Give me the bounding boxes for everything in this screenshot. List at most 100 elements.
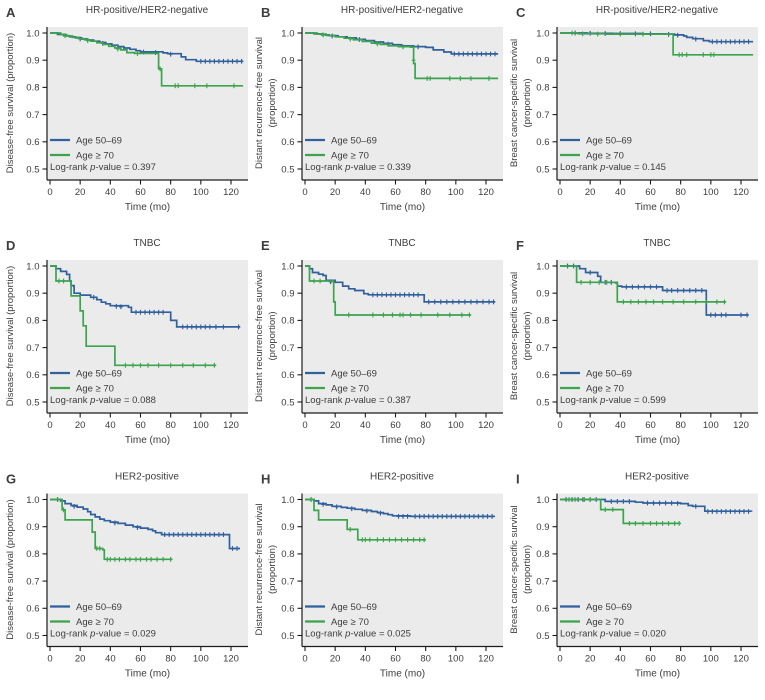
- plot-area: [557, 493, 758, 647]
- y-axis-label-line: Disease-free survival (proportion): [5, 499, 16, 639]
- survival-curve-age-50-69: [50, 498, 240, 550]
- y-tick-label: 1.0: [536, 28, 549, 39]
- km-plot-svg: F TNBC Breast cancer-specific survival (pro…: [510, 238, 758, 446]
- legend-label: Age 50–69: [76, 368, 122, 379]
- panel-title: HR-positive/HER2-negative: [341, 5, 464, 16]
- x-tick-label: 40: [360, 187, 371, 198]
- y-tick-label: 1.0: [281, 261, 294, 272]
- x-tick-label: 60: [645, 187, 656, 198]
- y-tick-label: 1.0: [26, 261, 39, 272]
- x-axis-label: Time (mo): [635, 669, 680, 680]
- x-tick-label: 80: [675, 420, 686, 431]
- y-tick-label: 0.8: [26, 549, 39, 560]
- y-tick-label: 0.9: [26, 56, 39, 67]
- x-tick-label: 80: [165, 654, 176, 665]
- x-tick-label: 120: [733, 420, 749, 431]
- y-tick-label: 0.6: [281, 137, 294, 148]
- censor-marks: [309, 497, 494, 519]
- legend-label: Age ≥ 70: [586, 617, 624, 628]
- km-panel-H: H HER2-positive Distant recurrence-free su…: [255, 466, 510, 700]
- survival-curve-age-ge-70: [560, 32, 754, 56]
- x-tick-label: 0: [557, 187, 562, 198]
- y-axis-label-line: (proportion): [522, 311, 533, 360]
- x-tick-label: 120: [478, 654, 494, 665]
- y-tick-label: 1.0: [26, 28, 39, 39]
- log-rank-p-value: Log-rank p-value = 0.145: [560, 162, 666, 173]
- x-tick-label: 100: [193, 420, 209, 431]
- censor-marks: [567, 497, 682, 526]
- panel-title: TNBC: [388, 238, 415, 249]
- survival-curve-age-50-69: [305, 498, 495, 518]
- legend-label: Age 50–69: [331, 368, 377, 379]
- x-tick-label: 20: [75, 420, 86, 431]
- censor-marks: [312, 278, 472, 318]
- censor-marks: [63, 33, 236, 89]
- log-rank-p-value: Log-rank p-value = 0.025: [305, 629, 411, 640]
- y-tick-label: 0.5: [26, 397, 39, 408]
- y-tick-label: 0.9: [281, 56, 294, 67]
- x-tick-label: 0: [47, 187, 52, 198]
- km-panel-G: G HER2-positive Disease-free survival (pro…: [0, 466, 255, 700]
- y-axis-label-line: Distant recurrence-free survival: [255, 37, 265, 169]
- y-tick-label: 0.9: [281, 289, 294, 300]
- y-tick-label: 0.7: [26, 110, 39, 121]
- x-axis-label: Time (mo): [125, 202, 170, 213]
- panel-letter: F: [516, 238, 524, 253]
- y-axis-label-line: Breast cancer-specific survival: [510, 272, 520, 400]
- y-tick-label: 0.6: [26, 137, 39, 148]
- x-tick-label: 120: [733, 187, 749, 198]
- x-tick-label: 120: [223, 187, 239, 198]
- x-tick-label: 0: [557, 654, 562, 665]
- log-rank-p-value: Log-rank p-value = 0.599: [560, 395, 666, 406]
- x-tick-label: 0: [47, 654, 52, 665]
- km-plot-svg: A HR-positive/HER2-negative Disease-free s…: [5, 5, 248, 213]
- legend-label: Age ≥ 70: [331, 150, 369, 161]
- km-plot-svg: H HER2-positive Distant recurrence-free su…: [255, 472, 503, 680]
- x-tick-label: 40: [615, 187, 626, 198]
- x-tick-label: 20: [585, 420, 596, 431]
- y-axis-label-line: (proportion): [267, 311, 278, 360]
- censor-marks: [321, 32, 491, 81]
- x-tick-label: 60: [135, 187, 146, 198]
- x-tick-label: 100: [193, 187, 209, 198]
- x-tick-label: 60: [135, 654, 146, 665]
- y-tick-label: 1.0: [536, 261, 549, 272]
- x-tick-label: 20: [75, 187, 86, 198]
- y-axis-label-line: (proportion): [522, 545, 533, 594]
- panel-letter: C: [516, 5, 526, 20]
- x-tick-label: 100: [703, 420, 719, 431]
- y-tick-label: 0.8: [26, 316, 39, 327]
- y-tick-label: 0.9: [281, 522, 294, 533]
- y-tick-label: 0.6: [26, 604, 39, 615]
- x-axis-label: Time (mo): [380, 202, 425, 213]
- x-tick-label: 60: [390, 187, 401, 198]
- x-tick-label: 0: [302, 187, 307, 198]
- y-axis-label-line: (proportion): [522, 78, 533, 127]
- legend-label: Age 50–69: [586, 602, 632, 613]
- censor-marks: [55, 497, 173, 562]
- x-axis-label: Time (mo): [125, 669, 170, 680]
- y-tick-label: 0.6: [281, 370, 294, 381]
- x-tick-label: 100: [703, 187, 719, 198]
- y-axis-label-line: Disease-free survival (proportion): [5, 266, 16, 406]
- censor-marks: [570, 30, 716, 58]
- km-plot-svg: C HR-positive/HER2-negative Breast cancer-…: [510, 5, 758, 213]
- x-tick-label: 80: [675, 187, 686, 198]
- km-plot-svg: B HR-positive/HER2-negative Distant recurr…: [255, 5, 503, 213]
- legend-label: Age ≥ 70: [76, 383, 114, 394]
- y-tick-label: 0.6: [536, 137, 549, 148]
- x-axis-label: Time (mo): [380, 435, 425, 446]
- km-plot-svg: I HER2-positive Breast cancer-specific sur…: [510, 472, 758, 680]
- x-axis-label: Time (mo): [635, 202, 680, 213]
- x-tick-label: 60: [390, 654, 401, 665]
- y-tick-label: 0.9: [536, 289, 549, 300]
- x-tick-label: 120: [478, 420, 494, 431]
- y-axis-label-line: Breast cancer-specific survival: [510, 505, 520, 633]
- x-tick-label: 120: [223, 420, 239, 431]
- panel-letter: I: [516, 472, 520, 487]
- legend-label: Age 50–69: [586, 368, 632, 379]
- panel-title: TNBC: [643, 238, 670, 249]
- km-panel-E: E TNBC Distant recurrence-free survival (pr…: [255, 233, 510, 466]
- x-tick-label: 20: [330, 654, 341, 665]
